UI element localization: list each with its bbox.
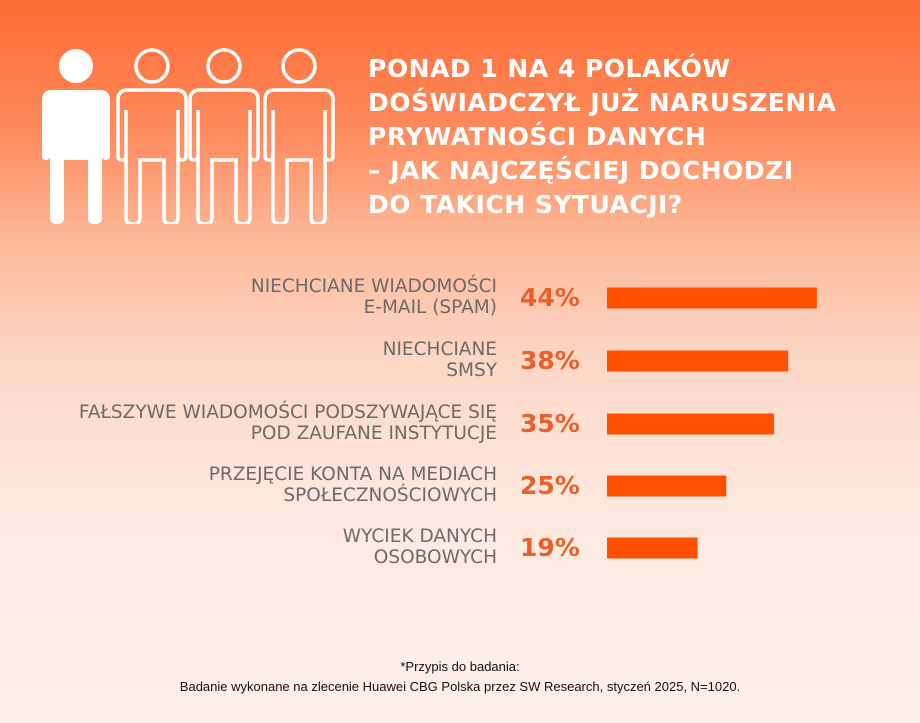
category-label-line: WYCIEK DANYCH [342, 526, 497, 547]
person-icon [188, 48, 260, 224]
page-title: PONAD 1 NA 4 POLAKÓW DOŚWIADCZYŁ JUŻ NAR… [368, 52, 836, 222]
person-icon [42, 49, 110, 224]
data-label: 25% [520, 471, 580, 500]
category-label-line: E-MAIL (SPAM) [363, 297, 497, 318]
category-label-line: SPOŁECZNOŚCIOWYCH [283, 485, 497, 506]
footnote-text: Badanie wykonane na zlecenie Huawei CBG … [179, 679, 741, 694]
category-label: WYCIEK DANYCH OSOBOWYCH [17, 526, 497, 568]
bar [607, 413, 774, 435]
title-line: – JAK NAJCZĘŚCIEJ DOCHODZI [368, 156, 794, 185]
data-label: 19% [520, 533, 580, 562]
bar [607, 537, 698, 559]
category-label-line: SMSY [446, 360, 497, 381]
people-illustration [42, 48, 335, 224]
footnote-heading: *Przypis do badania: [400, 659, 520, 674]
bar [607, 287, 817, 309]
title-line: DO TAKICH SYTUACJI? [368, 190, 683, 219]
category-label: NIECHCIANE WIADOMOŚCI E-MAIL (SPAM) [17, 276, 497, 318]
person-icon [263, 48, 335, 224]
category-label-line: FAŁSZYWE WIADOMOŚCI PODSZYWAJĄCE SIĘ [78, 402, 497, 423]
title-line: PONAD 1 NA 4 POLAKÓW [368, 54, 731, 83]
category-label-line: NIECHCIANE WIADOMOŚCI [250, 276, 497, 297]
category-label-line: PRZEJĘCIE KONTA NA MEDIACH [208, 464, 497, 485]
person-icon [116, 48, 188, 224]
category-label: PRZEJĘCIE KONTA NA MEDIACH SPOŁECZNOŚCIOW… [17, 464, 497, 506]
category-label-line: POD ZAUFANE INSTYTUCJE [250, 423, 497, 444]
bar [607, 350, 789, 372]
title-line: PRYWATNOŚCI DANYCH [368, 122, 707, 151]
data-label: 38% [520, 346, 580, 375]
category-label: NIECHCIANE SMSY [17, 339, 497, 381]
data-label: 44% [520, 283, 580, 312]
title-line: DOŚWIADCZYŁ JUŻ NARUSZENIA [368, 88, 837, 117]
category-label: FAŁSZYWE WIADOMOŚCI PODSZYWAJĄCE SIĘ POD … [17, 402, 497, 444]
category-label-line: OSOBOWYCH [373, 547, 497, 568]
category-label-line: NIECHCIANE [382, 339, 497, 360]
footnote: *Przypis do badania: Badanie wykonane na… [0, 657, 920, 697]
data-label: 35% [520, 409, 580, 438]
bar [607, 475, 727, 497]
